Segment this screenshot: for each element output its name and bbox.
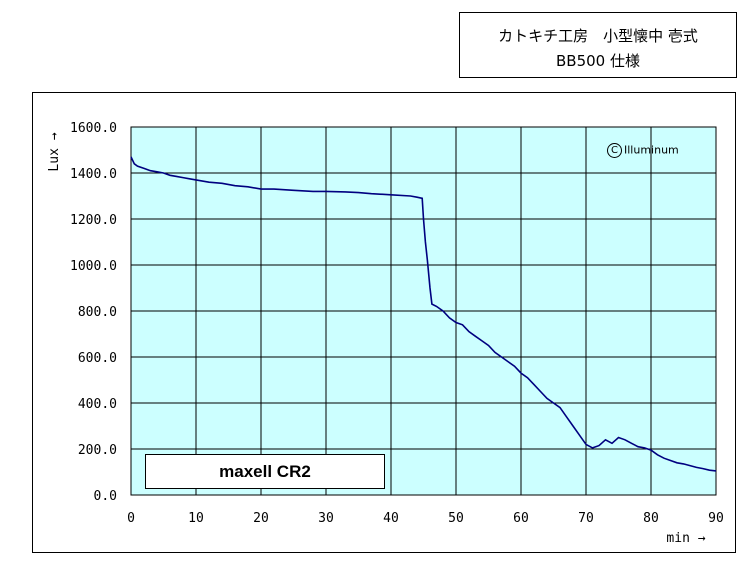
x-tick-label: 80	[643, 511, 659, 526]
chart-title-box: カトキチ工房 小型懐中 壱式 BB500 仕様	[459, 12, 737, 78]
series-label-box: maxell CR2	[145, 454, 385, 489]
x-tick-label: 40	[383, 511, 399, 526]
x-tick-label: 10	[188, 511, 204, 526]
y-tick-label: 1000.0	[70, 259, 117, 274]
chart-title-line-2: BB500 仕様	[556, 52, 640, 70]
x-tick-label: 20	[253, 511, 269, 526]
y-tick-label: 600.0	[78, 351, 117, 366]
x-tick-label: 30	[318, 511, 334, 526]
y-tick-label: 400.0	[78, 397, 117, 412]
x-tick-label: 50	[448, 511, 464, 526]
watermark-text: Illuminum	[624, 143, 679, 157]
y-tick-label: 800.0	[78, 305, 117, 320]
watermark: C Illuminum	[607, 143, 679, 158]
y-tick-label: 200.0	[78, 443, 117, 458]
series-label: maxell CR2	[219, 462, 311, 481]
x-tick-label: 70	[578, 511, 594, 526]
x-axis-label: min →	[666, 531, 705, 546]
x-tick-label: 60	[513, 511, 529, 526]
y-tick-label: 0.0	[94, 489, 117, 504]
copyright-icon: C	[607, 143, 622, 158]
x-tick-label: 90	[708, 511, 724, 526]
chart-title-line-1: カトキチ工房 小型懐中 壱式	[498, 27, 698, 45]
y-tick-label: 1200.0	[70, 213, 117, 228]
series-line	[130, 156, 717, 472]
y-axis-label: Lux →	[47, 132, 62, 171]
y-tick-label: 1600.0	[70, 121, 117, 136]
x-tick-label: 0	[127, 511, 135, 526]
y-tick-label: 1400.0	[70, 167, 117, 182]
